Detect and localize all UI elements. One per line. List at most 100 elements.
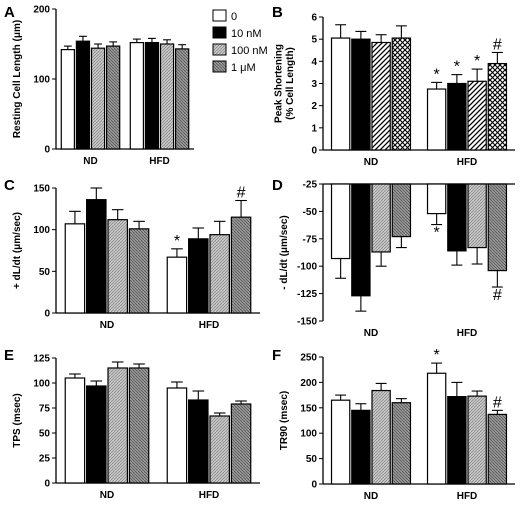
panel-a: A 0 100 200 Resting Cell Length (μm) ND HFD bbox=[4, 4, 194, 167]
y-axis-label: TR90 (msec) bbox=[279, 391, 290, 450]
y-tick-label: 125 bbox=[33, 354, 50, 365]
y-tick-label: 50 bbox=[306, 454, 318, 465]
x-category-label: ND bbox=[364, 491, 378, 502]
panel-f: F 0 50 100 150 200 250 TR90 (msec) ND * # HFD bbox=[272, 347, 515, 502]
y-tick-label: 50 bbox=[39, 267, 51, 278]
bar bbox=[447, 183, 467, 252]
x-category-label: HFD bbox=[457, 157, 478, 168]
bar bbox=[330, 399, 351, 485]
y-tick-label: 1 bbox=[311, 123, 317, 134]
y-axis-label: Peak Shortening(% Cell Length) bbox=[274, 44, 297, 123]
y-tick-label: 250 bbox=[300, 353, 317, 364]
bar bbox=[60, 48, 75, 150]
bar bbox=[487, 413, 508, 485]
bar bbox=[128, 367, 150, 484]
panel-letter-c: C bbox=[4, 177, 15, 194]
bar bbox=[447, 396, 467, 485]
y-tick-label: 0 bbox=[44, 145, 50, 156]
bar bbox=[230, 403, 252, 484]
bar bbox=[106, 45, 121, 150]
y-tick-label: 75 bbox=[39, 404, 51, 415]
x-category-label: HFD bbox=[149, 156, 170, 167]
y-tick-label: -100 bbox=[297, 262, 317, 273]
x-category-label: HFD bbox=[199, 320, 220, 331]
y-tick-label: -50 bbox=[303, 207, 318, 218]
y-tick-label: -25 bbox=[303, 180, 318, 191]
y-tick-label: 4 bbox=[311, 57, 317, 68]
y-tick-label: 2 bbox=[311, 101, 317, 112]
y-axis-label: TPS (msec) bbox=[12, 393, 23, 447]
bar bbox=[447, 82, 467, 151]
x-category-label: ND bbox=[364, 157, 378, 168]
x-category-label: ND bbox=[83, 156, 97, 167]
y-tick-label: 150 bbox=[33, 184, 50, 195]
bar bbox=[75, 40, 91, 150]
y-tick-label: 100 bbox=[300, 429, 317, 440]
significance-hash: # bbox=[493, 394, 502, 411]
bar bbox=[159, 43, 175, 150]
y-tick-label: 0 bbox=[44, 479, 50, 490]
bar bbox=[487, 183, 508, 272]
bar bbox=[371, 41, 391, 151]
bar bbox=[64, 377, 86, 484]
panel-d: D -25 -50 -75 -100 -125 -150 - dL/dt (μm/sec) ND… bbox=[272, 177, 515, 339]
y-tick-label: 200 bbox=[300, 378, 317, 389]
bar bbox=[371, 389, 391, 485]
bar bbox=[90, 47, 106, 150]
significance-star: * bbox=[434, 225, 440, 242]
y-axis-label: - dL/dt (μm/sec) bbox=[279, 215, 290, 289]
significance-star: * bbox=[434, 347, 440, 364]
y-tick-label: 6 bbox=[311, 13, 317, 24]
y-tick-label: 0 bbox=[311, 146, 317, 157]
panel-e: E 0 25 50 75 100 125 TPS (msec) ND HFD bbox=[4, 347, 260, 501]
bar bbox=[487, 62, 508, 151]
x-category-label: ND bbox=[364, 328, 378, 339]
bar bbox=[391, 402, 412, 485]
y-tick-label: -150 bbox=[297, 317, 317, 328]
bar bbox=[467, 183, 487, 249]
bar bbox=[107, 219, 128, 314]
y-tick-label: 150 bbox=[300, 403, 317, 414]
y-tick-label: 100 bbox=[33, 379, 50, 390]
y-tick-label: -75 bbox=[303, 234, 318, 245]
bar bbox=[351, 409, 371, 485]
bar bbox=[330, 37, 351, 151]
bar bbox=[64, 223, 86, 314]
bar bbox=[86, 385, 107, 484]
bar bbox=[351, 183, 371, 297]
panel-letter-b: B bbox=[272, 4, 283, 21]
bar bbox=[166, 387, 188, 484]
legend-label-1: 10 nM bbox=[231, 28, 262, 40]
legend-swatch-0 bbox=[212, 9, 227, 22]
y-tick-label: 100 bbox=[33, 75, 50, 86]
bar bbox=[330, 183, 351, 260]
bar bbox=[230, 216, 252, 314]
significance-hash: # bbox=[493, 287, 502, 304]
y-tick-label: 200 bbox=[33, 5, 50, 16]
bar bbox=[351, 38, 371, 151]
significance-star: * bbox=[434, 66, 440, 83]
bar bbox=[175, 48, 190, 150]
bar bbox=[86, 199, 107, 314]
x-category-label: ND bbox=[100, 490, 114, 501]
significance-star: * bbox=[174, 233, 180, 250]
bar bbox=[128, 228, 150, 314]
y-axis-label-line: Peak Shortening bbox=[274, 44, 285, 123]
panel-letter-e: E bbox=[4, 347, 14, 364]
y-tick-label: 3 bbox=[311, 79, 317, 90]
y-tick-label: 50 bbox=[39, 429, 51, 440]
legend-label-2: 100 nM bbox=[231, 45, 268, 57]
x-category-label: HFD bbox=[199, 490, 220, 501]
bar bbox=[467, 80, 487, 151]
legend-swatch-1 bbox=[212, 26, 227, 39]
significance-star: * bbox=[474, 53, 480, 70]
bar bbox=[129, 41, 144, 150]
significance-star: * bbox=[454, 59, 460, 76]
y-axis-label: Resting Cell Length (μm) bbox=[12, 20, 23, 138]
legend: 0 10 nM 100 nM 1 μM bbox=[212, 9, 268, 74]
bar bbox=[188, 399, 209, 484]
y-tick-label: -125 bbox=[297, 289, 317, 300]
bar bbox=[426, 88, 447, 151]
panel-c: C 0 50 100 150 + dL/dt (μm/sec) ND * # HFD bbox=[4, 177, 260, 331]
